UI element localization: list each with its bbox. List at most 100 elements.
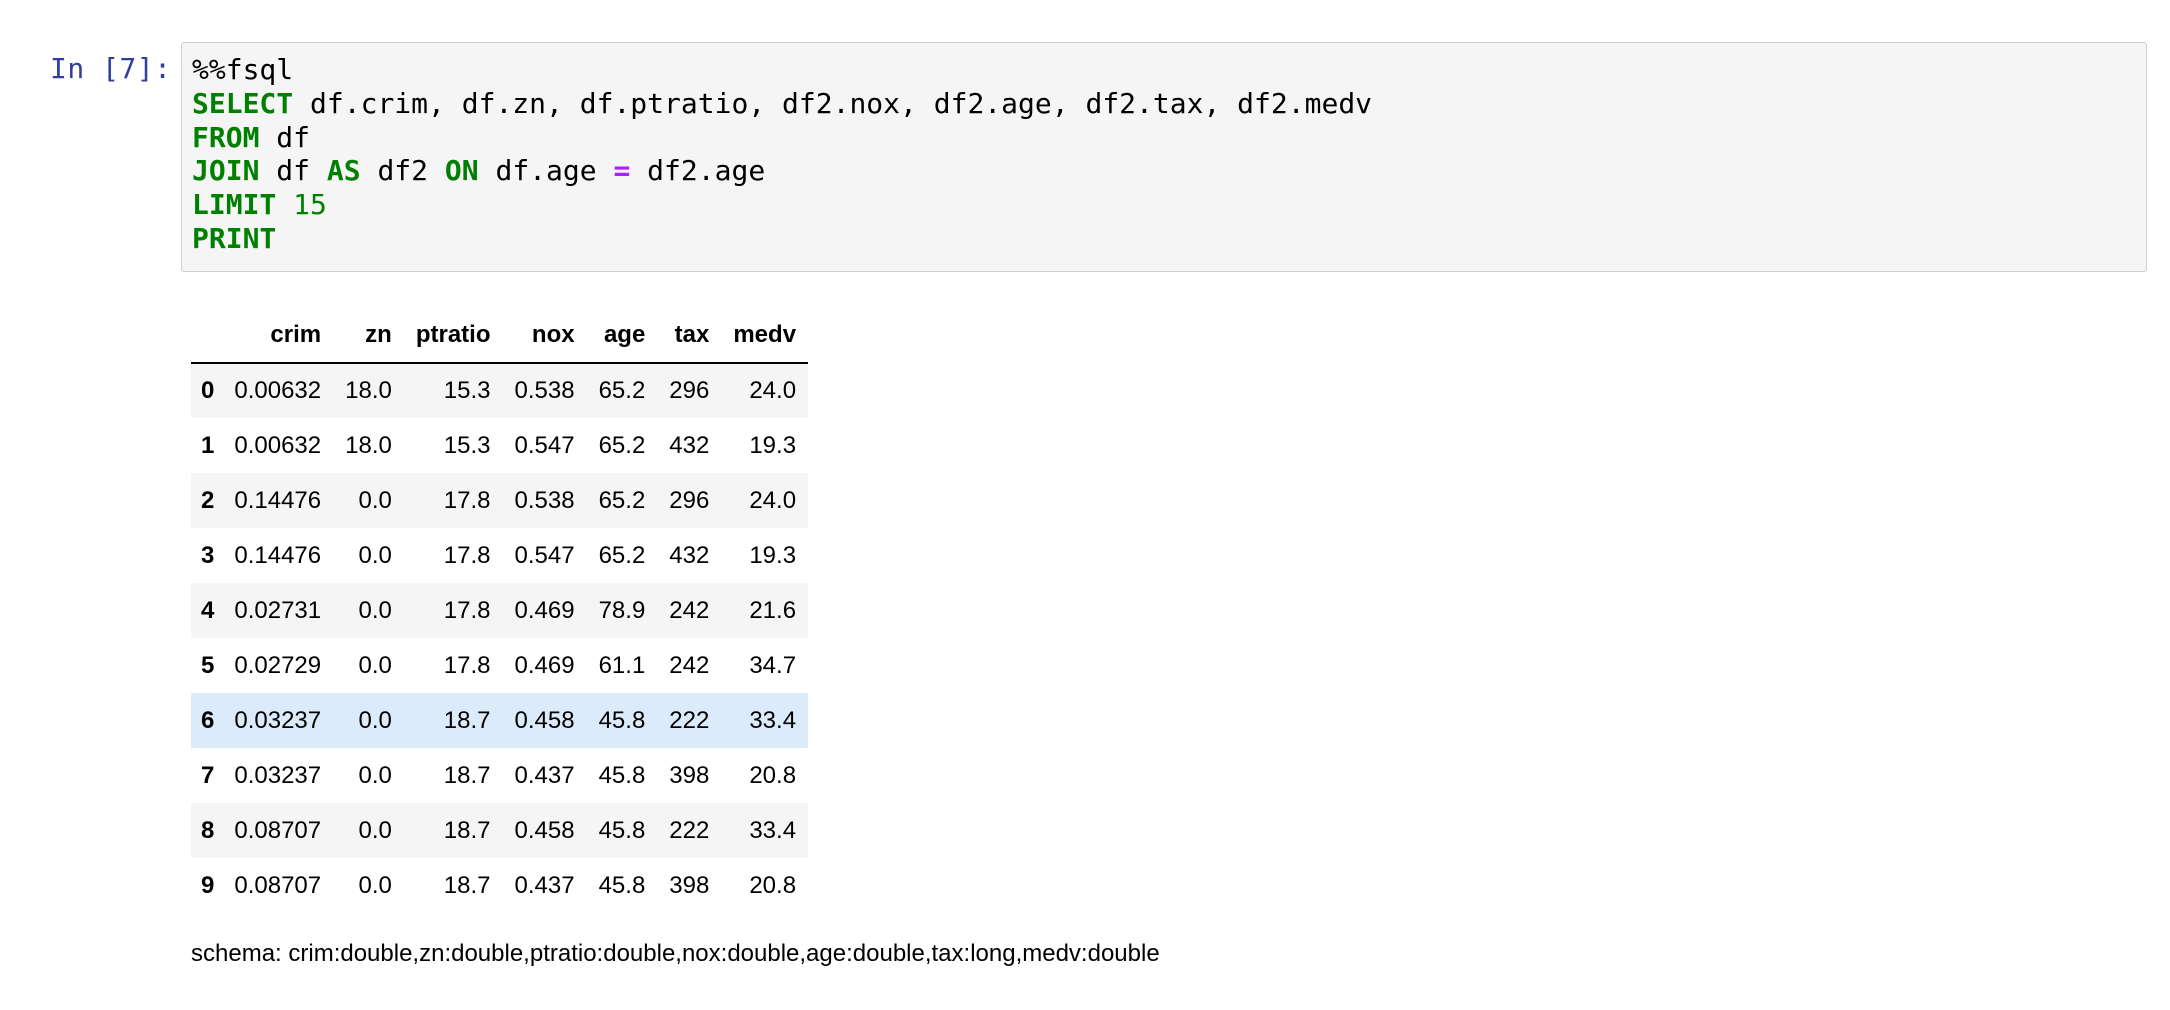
table-row: 0 0.00632 18.0 15.3 0.538 65.2 296 24.0 [191,363,809,418]
table-cell: 0.0 [358,761,392,789]
table-cell: 0.458 [514,706,575,734]
table-cell: 296 [669,377,710,404]
code-text[interactable]: %%fsql SELECT df.crim, df.zn, df.ptratio,… [192,53,1372,256]
sql-keyword: AS [326,154,361,188]
table-cell: 398 [669,871,710,899]
table-cell: 0.0 [358,596,392,624]
index-header [191,308,223,364]
code-token: df2 [360,154,445,188]
dataframe-table: crim zn ptratio nox age tax medv 0 0.00632 18.0 1… [191,308,809,913]
table-cell: 242 [669,596,710,624]
table-cell: 222 [669,706,710,734]
table-cell: 0.14476 [234,541,322,569]
row-index: 7 [201,761,215,789]
table-cell: 19.3 [749,541,797,569]
column-header: nox [502,308,587,364]
row-index: 4 [201,596,215,624]
table-cell: 45.8 [598,706,646,734]
table-cell: 19.3 [749,431,797,459]
table-row: 5 0.02729 0.0 17.8 0.469 61.1 242 34.7 [191,638,809,693]
table-cell: 17.8 [443,596,491,624]
schema-text: schema: crim:double,zn:double,ptratio:do… [191,940,1160,967]
table-cell: 20.8 [749,761,797,789]
cell-output: crim zn ptratio nox age tax medv 0 0.00632 18.0 1… [191,308,809,913]
code-line: SELECT df.crim, df.zn, df.ptratio, df2.n… [192,87,1372,121]
sql-keyword: ON [444,154,479,188]
table-cell: 222 [669,816,710,844]
table-cell: 33.4 [749,706,797,734]
column-header: crim [222,308,334,364]
table-cell: 0.02731 [234,596,322,624]
table-cell: 17.8 [443,651,491,679]
table-cell: 18.0 [345,431,392,459]
table-cell: 45.8 [598,871,646,899]
table-cell: 15.3 [443,431,491,459]
table-row: 4 0.02731 0.0 17.8 0.469 78.9 242 21.6 [191,583,809,638]
table-cell: 0.0 [358,816,392,844]
table-cell: 33.4 [749,816,797,844]
table-cell: 432 [669,541,710,569]
table-cell: 65.2 [598,541,646,569]
table-cell: 432 [669,431,710,459]
table-cell: 21.6 [749,596,797,624]
table-cell: 24.0 [749,486,797,514]
table-cell: 0.547 [514,541,575,569]
table-cell: 0.08707 [234,871,322,899]
cell-prompt: In [7]: [50,52,172,85]
table-cell: 78.9 [598,596,646,624]
code-token [276,188,293,221]
table-cell: 0.437 [514,761,575,789]
row-index: 1 [201,431,215,459]
sql-keyword: JOIN [192,154,260,188]
table-cell: 17.8 [443,486,491,514]
table-cell: 0.03237 [234,761,322,789]
sql-keyword: SELECT [192,86,294,120]
table-cell: 65.2 [598,486,646,514]
table-cell: 24.0 [749,377,797,404]
table-cell: 296 [669,486,710,514]
table-row: 2 0.14476 0.0 17.8 0.538 65.2 296 24.0 [191,473,809,528]
table-row: 7 0.03237 0.0 18.7 0.437 45.8 398 20.8 [191,748,809,803]
row-index: 5 [201,651,215,679]
row-index: 8 [201,816,215,844]
table-cell: 0.0 [358,706,392,734]
row-index: 2 [201,486,215,514]
table-cell: 18.7 [443,706,491,734]
code-line: JOIN df AS df2 ON df.age = df2.age [192,154,1372,188]
sql-operator: = [613,154,631,188]
code-line: LIMIT 15 [192,188,1372,222]
code-line: FROM df [192,121,1372,155]
table-cell: 0.0 [358,651,392,679]
table-row: 8 0.08707 0.0 18.7 0.458 45.8 222 33.4 [191,803,809,858]
table-cell: 45.8 [598,816,646,844]
table-row: 1 0.00632 18.0 15.3 0.547 65.2 432 19.3 [191,418,809,473]
table-cell: 0.538 [514,486,575,514]
row-index: 9 [201,871,215,899]
table-cell: 0.437 [514,871,575,899]
table-cell: 18.7 [443,761,491,789]
table-cell: 0.0 [358,486,392,514]
code-line: PRINT [192,222,1372,256]
table-cell: 0.547 [514,431,575,459]
table-row: 9 0.08707 0.0 18.7 0.437 45.8 398 20.8 [191,858,809,913]
table-cell: 0.0 [358,871,392,899]
table-body: 0 0.00632 18.0 15.3 0.538 65.2 296 24.0 1 0.00632… [191,363,809,913]
code-token: df.age [478,154,614,188]
column-header: medv [721,308,809,364]
row-index: 6 [201,706,215,734]
sql-keyword: FROM [192,120,260,154]
table-cell: 15.3 [443,377,491,404]
sql-keyword: PRINT [192,221,277,255]
table-cell: 45.8 [598,761,646,789]
code-editor[interactable]: %%fsql SELECT df.crim, df.zn, df.ptratio,… [181,42,2147,272]
table-cell: 0.00632 [234,377,322,404]
sql-keyword: LIMIT [192,188,277,222]
code-token: %%fsql [192,53,294,86]
table-cell: 0.03237 [234,706,322,734]
table-cell: 18.0 [345,377,392,404]
table-cell: 61.1 [598,651,646,679]
code-token: df.crim, df.zn, df.ptratio, df2.nox, df2… [293,86,1373,120]
table-cell: 0.14476 [234,486,322,514]
column-header: zn [333,308,404,364]
table-cell: 20.8 [749,871,797,899]
